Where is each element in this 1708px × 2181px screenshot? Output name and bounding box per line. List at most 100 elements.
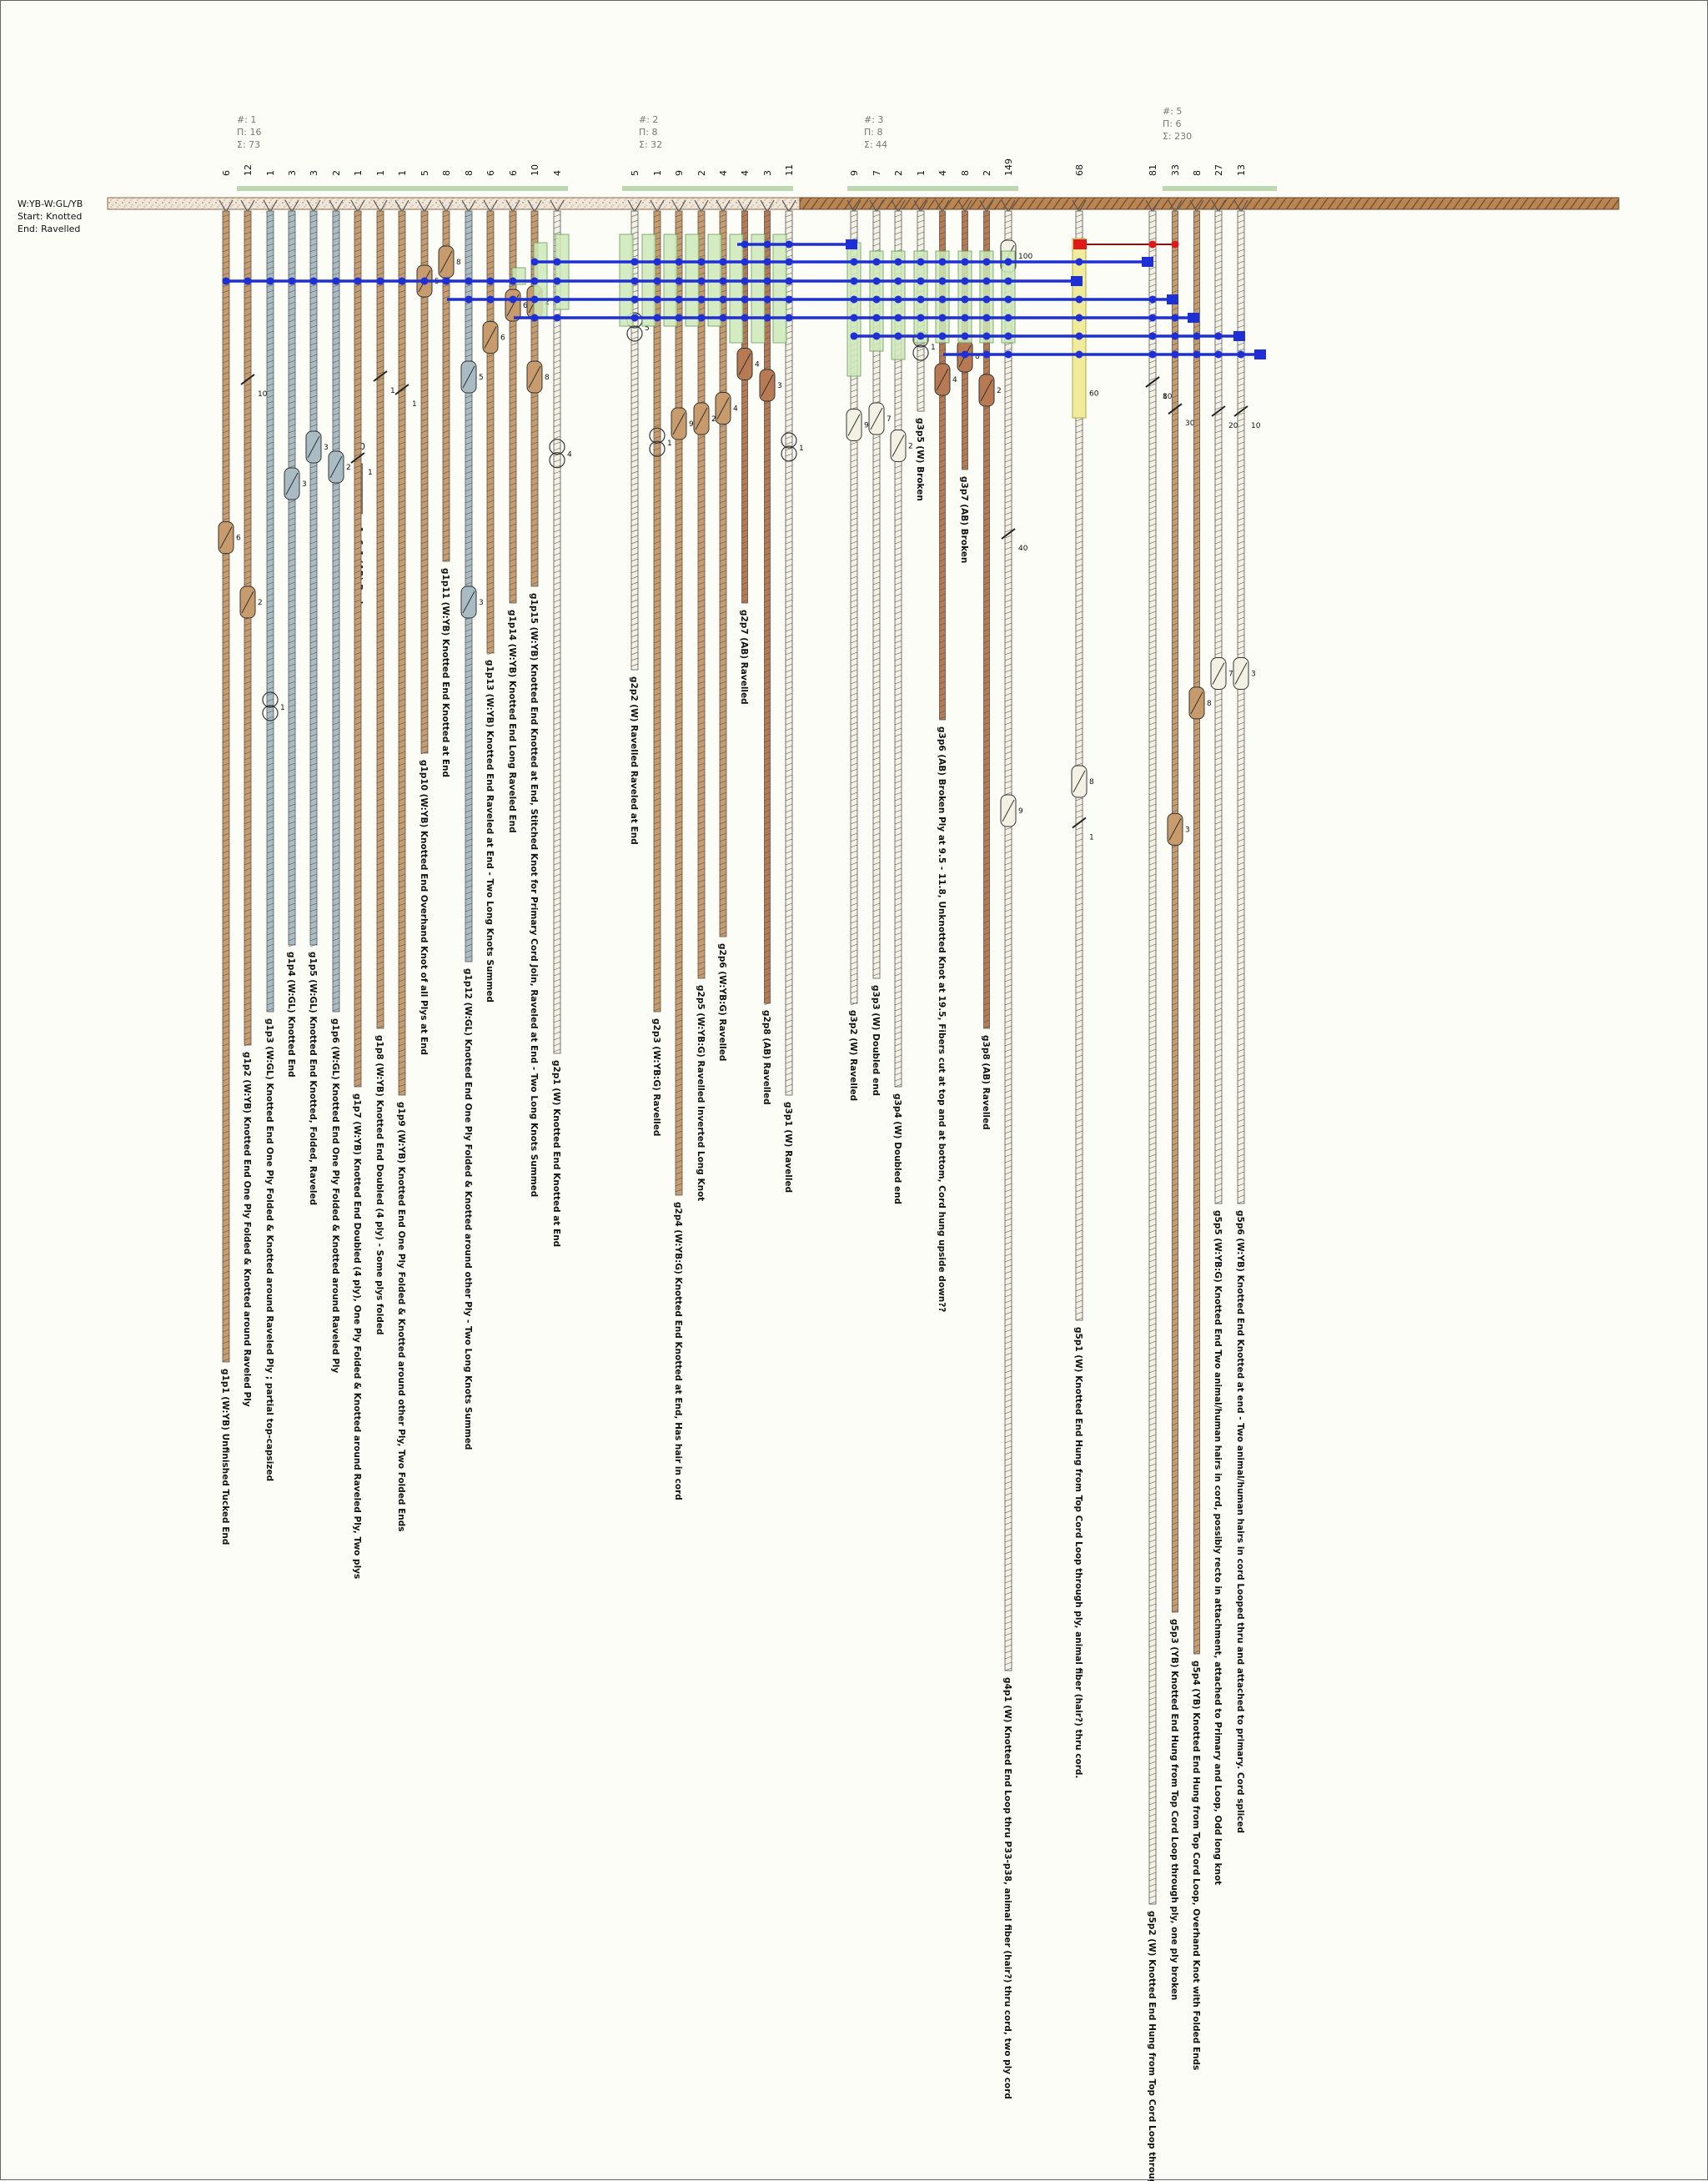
cord-link-node [509, 277, 517, 285]
knot-single: 1 [1145, 376, 1168, 401]
knot-count-label: 1 [390, 387, 395, 395]
cord-link-node [719, 258, 727, 266]
knot-long: 9 [671, 407, 694, 440]
knot-count-label: 4 [755, 361, 760, 369]
long-knot-stroke [241, 590, 254, 614]
long-knot-stroke [528, 365, 541, 389]
cord-link-node [697, 277, 706, 285]
cord-note: g5p2 (W) Knotted End Hung from Top Cord … [1147, 1911, 1157, 2181]
cord-link-node [675, 258, 683, 266]
figure8-loop-bottom [781, 445, 797, 462]
cord-link-node [398, 277, 406, 285]
pendant-cord-g5p4: 8 8 g5p4 (YB) Knotted End Hung from Top Co… [1188, 170, 1212, 2070]
cord-link-node [530, 258, 539, 266]
cord-note: g1p2 (W:YB) Knotted End One Ply Folded &… [242, 1052, 252, 1407]
cord-link-node [244, 277, 252, 285]
knot-count-label: 10 [1251, 422, 1261, 430]
cord-link [447, 294, 1178, 304]
cord-link-end [1188, 313, 1199, 323]
knot-count-label: 9 [1018, 807, 1023, 816]
cord-link-node [675, 277, 683, 285]
cord-link-node [1148, 240, 1157, 249]
cord-value-label: 2 [982, 170, 992, 176]
cord-link-node [675, 295, 683, 304]
cord-note: g1p6 (W:GL) Knotted End One Ply Folded &… [330, 1018, 340, 1374]
pendant-cord-g1p10: 55g1p10 (W:YB) Knotted End Overhand Knot… [416, 170, 440, 1055]
cord-link-node [872, 314, 881, 322]
cord-link-node [763, 258, 771, 266]
cord-link-node [1171, 314, 1179, 322]
cord-link-node [938, 295, 947, 304]
cord-body [697, 210, 706, 979]
cord-link-end [1071, 276, 1083, 286]
group-product: Π: 8 [639, 127, 658, 138]
cord-link-node [309, 277, 318, 285]
cord-link-node [442, 277, 450, 285]
knot-count-label: 7 [887, 415, 892, 424]
cord-body [1214, 210, 1223, 1204]
knot-count-label: 3 [777, 382, 782, 390]
long-knot-stroke [1073, 770, 1086, 793]
cord-link-node [530, 295, 539, 304]
cord-note: g3p6 (AB) Broken Ply at 9.5 - 11.8, Unkn… [937, 726, 947, 1312]
cord-link-node [961, 258, 969, 266]
figure8-loop-top [649, 427, 666, 444]
cord-link-node [763, 240, 771, 249]
figure8-loop-top [262, 691, 279, 708]
cord-link-node [530, 314, 539, 322]
cord-body [288, 210, 296, 946]
primary-cord-end: End: Ravelled [18, 224, 81, 234]
cord-body [354, 210, 362, 1088]
cord-link-node [653, 258, 661, 266]
cord-link-node [917, 277, 925, 285]
cord-body [630, 210, 639, 671]
knot-single: 1 [394, 384, 417, 409]
primary-cord [107, 197, 1620, 210]
knot-single: 10 [1233, 405, 1261, 430]
cord-link-node [938, 258, 947, 266]
group-stats-2: #: 2 Π: 8 Σ: 32 [639, 113, 662, 151]
pendant-cord-g4p1: 149 100 40 9 g4p1 (W) Knotted End Loop thru … [1000, 158, 1032, 2099]
knot-count-label: 4 [567, 451, 572, 460]
group-stats-1: #: 1 Π: 16 Σ: 73 [237, 113, 261, 151]
cord-value-label: 6 [221, 170, 232, 176]
cord-link-node [763, 277, 771, 285]
cord-link-node [697, 295, 706, 304]
knot-single: 1 [350, 452, 373, 477]
knot-count-label: 2 [258, 599, 263, 607]
knot-long: 8 [957, 339, 980, 373]
cord-link-node [961, 332, 969, 340]
pendant-cord-g3p6: 4 4 g3p6 (AB) Broken Ply at 9.5 - 11.8, Un… [934, 170, 957, 1312]
knot-count-label: 8 [975, 353, 980, 361]
cord-body [719, 210, 727, 937]
knot-count-label: 1 [1089, 834, 1094, 842]
cord-body [244, 210, 252, 1046]
pendant-cord-g1p2: 12 10 2 g1p2 (W:YB) Knotted End One Ply Fol… [239, 164, 268, 1407]
group-selection-bar [622, 186, 793, 191]
knot-count-label: 1 [799, 445, 804, 453]
cord-body [398, 210, 406, 1096]
knot-count-label: 3 [1251, 671, 1256, 679]
cord-link-node [630, 295, 639, 304]
cord-note: g4p1 (W) Knotted End Loop thru P33-p38, … [1002, 1677, 1012, 2099]
knot-count-label: 2 [908, 443, 913, 451]
knot-long: 8 [1188, 686, 1212, 720]
knot-single: 20 [1211, 405, 1238, 430]
pendant-cord-g1p5: 3 3 g1p5 (W:GL) Knotted End Knotted, Folde… [305, 170, 329, 1205]
single-knot-stroke [1168, 403, 1183, 415]
cord-note: g1p14 (W:YB) Knotted End Long Raveled En… [507, 610, 517, 833]
cord-link-node [697, 314, 706, 322]
figure8-loop-bottom [626, 325, 643, 342]
cord-body [675, 210, 683, 1196]
cord-link-node [266, 277, 274, 285]
pendant-cord-g2p2: 5 5 g2p2 (W) Ravelled Raveled at End [626, 170, 650, 845]
cord-ply-hatch [288, 214, 296, 947]
knot-long: 4 [736, 348, 760, 380]
cord-value-label: 8 [1192, 170, 1203, 176]
cord-body [764, 210, 771, 1004]
cord-link-node [1148, 295, 1157, 304]
knot-count-label: 2 [997, 387, 1002, 395]
pendant-cord-g1p4: 3 3 g1p4 (W:GL) Knotted End [284, 170, 307, 1078]
knot-long: 9 [1000, 794, 1023, 827]
